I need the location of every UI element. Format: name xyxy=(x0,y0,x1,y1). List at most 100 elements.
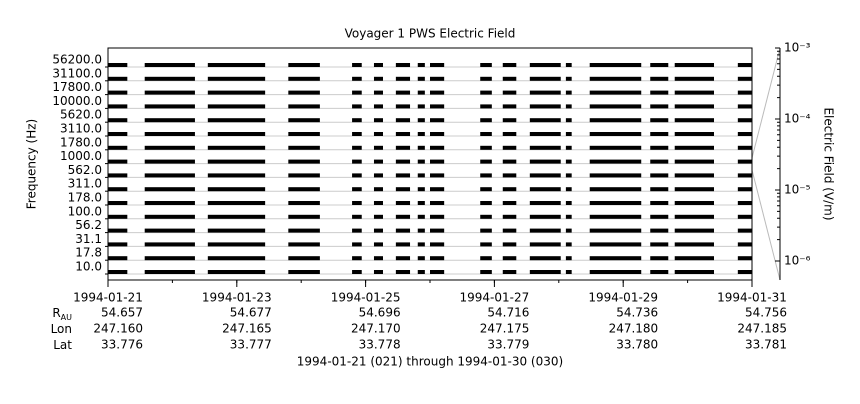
coverage-bar xyxy=(144,132,195,136)
coverage-bar xyxy=(674,159,715,164)
coverage-bar xyxy=(430,242,445,247)
coverage-bar xyxy=(502,270,517,274)
coverage-bar xyxy=(737,104,752,109)
coverage-bar xyxy=(529,76,561,81)
coverage-bar xyxy=(529,228,561,233)
coverage-bar xyxy=(650,159,669,164)
coverage-bar xyxy=(650,270,669,274)
coverage-bar xyxy=(288,173,320,178)
coverage-bar xyxy=(108,159,128,164)
coverage-bar xyxy=(589,242,642,247)
y-tick-label: 17.8 xyxy=(75,246,102,260)
coverage-bar xyxy=(144,187,195,192)
coverage-bar xyxy=(207,242,266,247)
coverage-bar xyxy=(352,228,362,233)
coverage-bar xyxy=(417,173,425,178)
coverage-bar xyxy=(207,201,266,205)
coverage-bar xyxy=(395,104,411,109)
coverage-bar xyxy=(480,214,492,219)
coverage-bar xyxy=(288,242,320,247)
coverage-bar xyxy=(529,242,561,247)
coverage-bar xyxy=(288,270,320,274)
coverage-bar xyxy=(373,145,383,150)
coverage-bar xyxy=(108,173,128,178)
coverage-bar xyxy=(480,270,492,274)
coverage-bar xyxy=(480,159,492,164)
y-tick-label: 17800.0 xyxy=(52,80,102,94)
coverage-bar xyxy=(207,173,266,178)
coverage-bar xyxy=(144,228,195,233)
coverage-bar xyxy=(373,76,383,81)
coverage-bar xyxy=(565,63,572,67)
coverage-bar xyxy=(529,159,561,164)
coverage-bar xyxy=(352,104,362,109)
coverage-bar xyxy=(288,76,320,81)
coverage-bar xyxy=(373,63,383,67)
coverage-bar xyxy=(417,118,425,123)
coverage-bar xyxy=(529,145,561,150)
coverage-bar xyxy=(529,90,561,95)
connector xyxy=(751,169,781,281)
coverage-bar xyxy=(737,76,752,81)
coverage-bar xyxy=(288,187,320,192)
coverage-bar xyxy=(565,118,572,123)
coverage-bar xyxy=(207,118,266,123)
coverage-bar xyxy=(650,214,669,219)
ephemeris-value: 33.778 xyxy=(359,338,401,352)
coverage-bar xyxy=(480,132,492,136)
coverage-bar xyxy=(395,228,411,233)
coverage-bar xyxy=(650,118,669,123)
coverage-bar xyxy=(565,214,572,219)
coverage-bar xyxy=(737,145,752,150)
ephemeris-value: 247.180 xyxy=(609,322,659,336)
coverage-bar xyxy=(207,270,266,274)
ephemeris-value: 247.185 xyxy=(737,322,787,336)
coverage-bar xyxy=(144,76,195,81)
coverage-bar xyxy=(480,242,492,247)
ephemeris-value: 247.160 xyxy=(93,322,143,336)
y-tick-label: 31100.0 xyxy=(52,66,102,80)
coverage-bar xyxy=(650,173,669,178)
coverage-bar xyxy=(144,104,195,109)
coverage-bar xyxy=(207,132,266,136)
ephemeris-value: 33.780 xyxy=(616,338,658,352)
ephemeris-name: R xyxy=(52,306,60,320)
coverage-bar xyxy=(589,132,642,136)
coverage-bar xyxy=(502,76,517,81)
coverage-bar xyxy=(288,201,320,205)
coverage-bar xyxy=(529,173,561,178)
coverage-bar xyxy=(417,145,425,150)
coverage-bar xyxy=(480,228,492,233)
coverage-bar xyxy=(395,256,411,261)
y-axis-label: Frequency (Hz) xyxy=(25,119,39,210)
y-tick-label: 10000.0 xyxy=(52,94,102,108)
coverage-bar xyxy=(352,242,362,247)
coverage-bar xyxy=(395,173,411,178)
coverage-bar xyxy=(650,104,669,109)
y-tick-label: 1780.0 xyxy=(60,135,102,149)
coverage-bar xyxy=(352,118,362,123)
coverage-bar xyxy=(480,187,492,192)
coverage-bar xyxy=(395,63,411,67)
coverage-bar xyxy=(373,104,383,109)
coverage-bar xyxy=(395,270,411,274)
coverage-bar xyxy=(207,256,266,261)
coverage-bar xyxy=(108,228,128,233)
coverage-bar xyxy=(207,63,266,67)
ephemeris-subscript: AU xyxy=(61,313,72,322)
chart-title: Voyager 1 PWS Electric Field xyxy=(345,27,516,41)
ephemeris-value: 33.781 xyxy=(745,338,787,352)
coverage-bar xyxy=(288,145,320,150)
coverage-bar xyxy=(737,173,752,178)
coverage-bar xyxy=(207,90,266,95)
coverage-bar xyxy=(589,187,642,192)
coverage-bar xyxy=(395,242,411,247)
ephemeris-value: 54.736 xyxy=(616,306,658,320)
coverage-bar xyxy=(650,187,669,192)
coverage-bar xyxy=(430,132,445,136)
coverage-bar xyxy=(529,201,561,205)
coverage-bar xyxy=(565,256,572,261)
coverage-bar xyxy=(565,270,572,274)
